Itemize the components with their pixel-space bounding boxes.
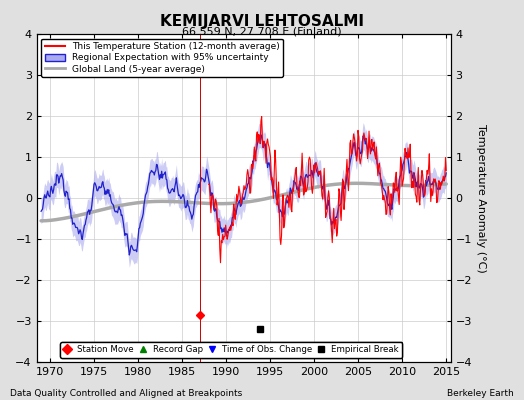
Text: Data Quality Controlled and Aligned at Breakpoints: Data Quality Controlled and Aligned at B…	[10, 389, 243, 398]
Text: Berkeley Earth: Berkeley Earth	[447, 389, 514, 398]
Text: KEMIJARVI LEHTOSALMI: KEMIJARVI LEHTOSALMI	[160, 14, 364, 29]
Text: 66.559 N, 27.708 E (Finland): 66.559 N, 27.708 E (Finland)	[182, 26, 342, 36]
Y-axis label: Temperature Anomaly (°C): Temperature Anomaly (°C)	[476, 124, 486, 272]
Legend: Station Move, Record Gap, Time of Obs. Change, Empirical Break: Station Move, Record Gap, Time of Obs. C…	[60, 342, 402, 358]
